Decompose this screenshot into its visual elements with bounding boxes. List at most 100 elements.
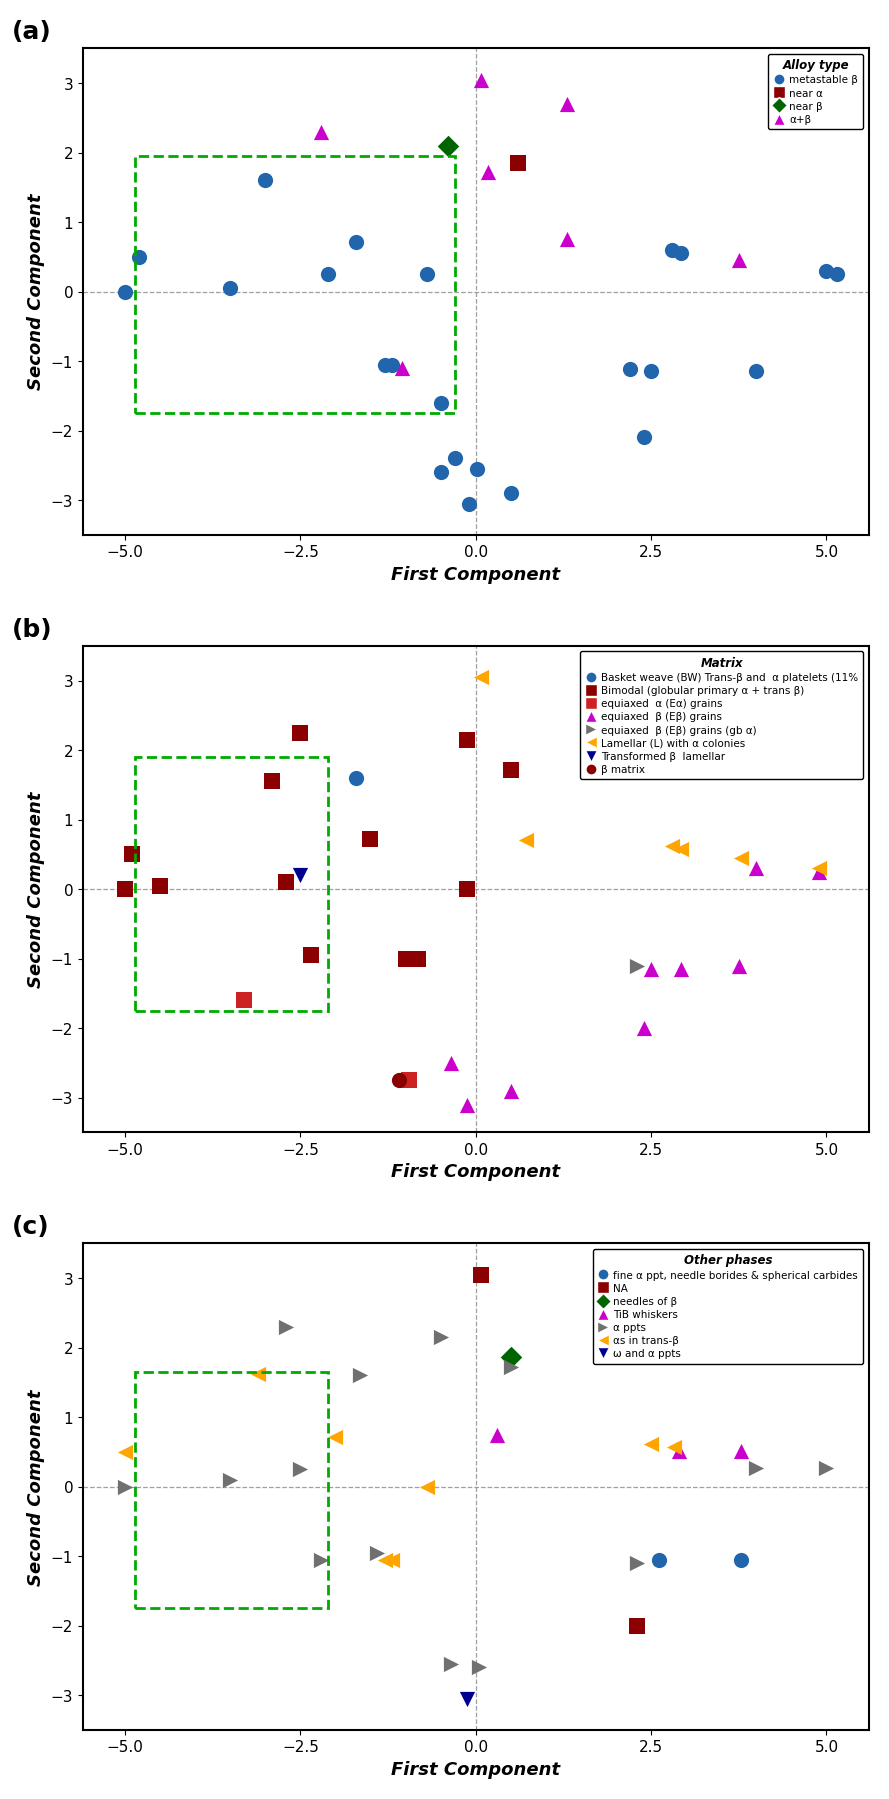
Bar [135, 1373, 328, 1608]
Point [473, 664, 487, 693]
Point [519, 826, 533, 855]
Point [440, 131, 454, 160]
Point [749, 358, 763, 387]
Point [384, 1545, 398, 1574]
Point [666, 1432, 680, 1461]
Point [411, 944, 425, 973]
Point [444, 1650, 458, 1678]
Point [132, 243, 146, 272]
Point [665, 831, 679, 860]
Point [665, 236, 679, 264]
Point [733, 1436, 748, 1464]
Point [304, 941, 318, 970]
Point [444, 1049, 458, 1078]
Point [829, 261, 844, 290]
Point [117, 874, 132, 903]
Point [749, 1454, 763, 1482]
Point [223, 273, 237, 302]
Point [293, 718, 308, 747]
Point [469, 455, 484, 484]
Point [153, 871, 167, 900]
Point [117, 1437, 132, 1466]
Bar [135, 757, 328, 1011]
Point [293, 862, 308, 891]
Point [237, 986, 252, 1015]
Point [258, 167, 272, 196]
Point [377, 1545, 391, 1574]
Point [433, 459, 447, 488]
Point [637, 1015, 651, 1043]
Y-axis label: Second Component: Second Component [27, 194, 45, 390]
Point [510, 149, 525, 178]
Point [460, 1684, 474, 1713]
Legend: Basket weave (BW) Trans-β and  α platelets (11%, Bimodal (globular primary α + t: Basket weave (BW) Trans-β and α platelet… [580, 651, 863, 779]
Point [503, 756, 517, 784]
Point [314, 1545, 328, 1574]
Point [672, 1436, 686, 1464]
Point [420, 1472, 434, 1500]
Point [819, 257, 833, 286]
Point [279, 1313, 293, 1342]
Point [490, 1419, 504, 1448]
Legend: metastable β, near α, near β, α+β: metastable β, near α, near β, α+β [768, 54, 863, 130]
Point [629, 952, 644, 980]
Point [353, 1362, 367, 1391]
Point [503, 479, 517, 507]
Y-axis label: Second Component: Second Component [27, 792, 45, 988]
Point [673, 955, 687, 984]
Point [384, 351, 398, 380]
Point [644, 358, 658, 387]
Point [433, 1322, 447, 1351]
Point [447, 444, 461, 473]
Text: (b): (b) [12, 617, 52, 642]
Point [391, 1067, 405, 1096]
Point [733, 844, 748, 873]
X-axis label: First Component: First Component [391, 565, 560, 583]
Point [117, 277, 132, 306]
Point [349, 765, 364, 793]
Point [420, 261, 434, 290]
Point [402, 1067, 416, 1096]
Point [473, 1261, 487, 1290]
Point [124, 840, 139, 869]
Point [314, 119, 328, 148]
Point [223, 1466, 237, 1495]
Point [398, 944, 412, 973]
Point [622, 356, 637, 385]
Point [321, 261, 335, 290]
Point [460, 725, 474, 754]
Point [732, 952, 746, 980]
Y-axis label: Second Component: Second Component [27, 1389, 45, 1585]
Point [433, 389, 447, 417]
Point [460, 1090, 474, 1119]
Point [472, 1653, 486, 1682]
Point [473, 67, 487, 95]
Point [328, 1423, 342, 1452]
Point [644, 955, 658, 984]
X-axis label: First Component: First Component [391, 1759, 560, 1777]
Point [293, 1455, 308, 1484]
Point [749, 855, 763, 883]
Point [559, 225, 573, 254]
Point [279, 869, 293, 898]
Text: (a): (a) [12, 20, 52, 43]
Point [559, 90, 573, 119]
Point [481, 158, 495, 187]
Point [117, 1472, 132, 1500]
Bar [135, 157, 454, 414]
Point [377, 351, 391, 380]
Point [461, 489, 476, 518]
Point [733, 1545, 748, 1574]
Point [732, 246, 746, 275]
Point [503, 1076, 517, 1105]
Point [395, 354, 409, 383]
Point [370, 1538, 384, 1567]
Point [364, 826, 378, 855]
Point [629, 1612, 644, 1641]
Point [673, 835, 687, 864]
Text: (c): (c) [12, 1214, 50, 1240]
Point [251, 1360, 265, 1389]
Point [349, 228, 364, 257]
Point [503, 1353, 517, 1382]
Point [819, 1454, 833, 1482]
